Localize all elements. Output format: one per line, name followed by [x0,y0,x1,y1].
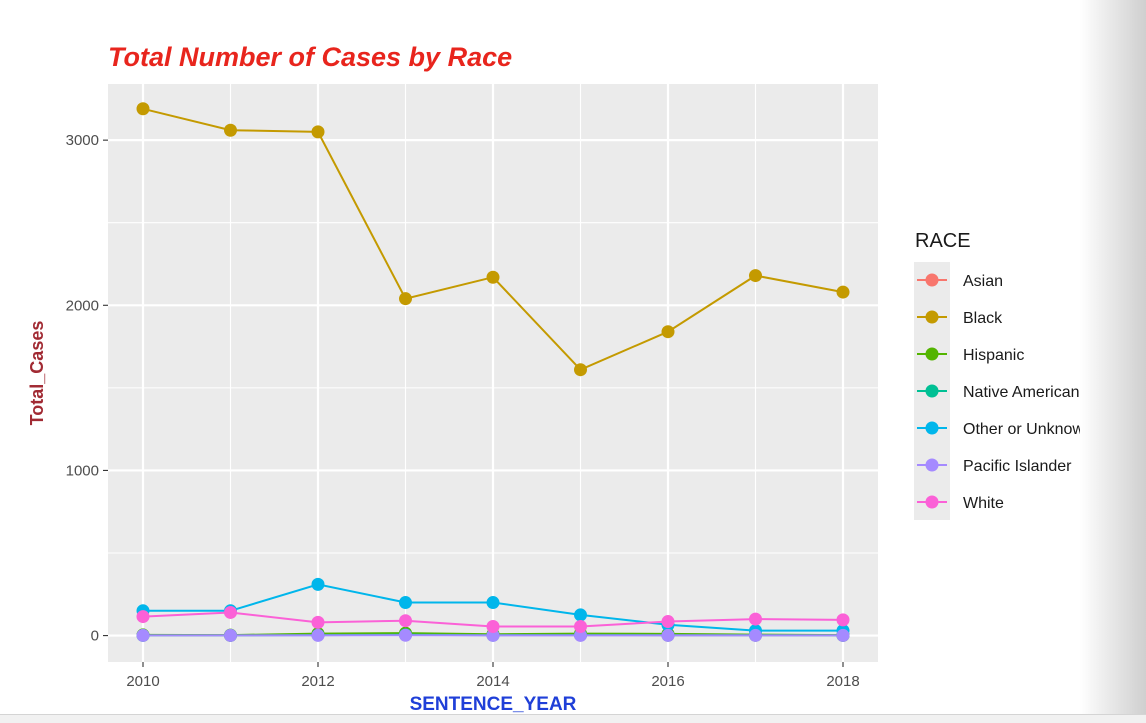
x-tick-label: 2012 [301,673,334,690]
data-point-pacific-islander [137,629,150,642]
y-axis-title: Total_Cases [27,321,47,426]
data-point-black [312,125,325,138]
chart-title: Total Number of Cases by Race [108,42,512,72]
legend-key-point [926,348,939,361]
legend-label-asian: Asian [963,273,1003,290]
x-tick-label: 2010 [126,673,159,690]
y-tick-label: 0 [91,628,99,645]
data-point-white [574,620,587,633]
data-point-pacific-islander [662,629,675,642]
data-point-black [487,271,500,284]
x-tick-label: 2014 [476,673,509,690]
legend-label-black: Black [963,310,1003,327]
data-point-white [224,606,237,619]
data-point-black [224,124,237,137]
data-point-pacific-islander [749,629,762,642]
legend-key-point [926,422,939,435]
x-axis-title: SENTENCE_YEAR [410,694,577,715]
data-point-pacific-islander [224,629,237,642]
data-point-black [662,325,675,338]
data-point-other-or-unknown [574,608,587,621]
data-point-other-or-unknown [312,578,325,591]
data-point-pacific-islander [399,629,412,642]
legend-key-point [926,459,939,472]
window-edge-shadow [1080,0,1146,722]
legend-label-white: White [963,495,1004,512]
data-point-pacific-islander [837,629,850,642]
data-point-white [662,615,675,628]
legend-label-other-or-unknown: Other or Unknown [963,421,1093,438]
data-point-white [312,616,325,629]
data-point-pacific-islander [312,629,325,642]
y-tick-label: 2000 [66,297,99,314]
legend-key-point [926,385,939,398]
data-point-other-or-unknown [487,596,500,609]
legend-key-point [926,496,939,509]
legend-key-point [926,274,939,287]
legend: RACE Asian Black Hispanic Native American Ot… [914,230,1093,520]
data-point-black [137,102,150,115]
legend-label-pacific-islander: Pacific Islander [963,458,1072,475]
legend-label-hispanic: Hispanic [963,347,1024,364]
data-point-black [837,286,850,299]
x-tick-label: 2018 [826,673,859,690]
y-tick-label: 3000 [66,132,99,149]
legend-label-native-american: Native American [963,384,1080,401]
data-point-white [399,614,412,627]
y-tick-label: 1000 [66,462,99,479]
data-point-other-or-unknown [399,596,412,609]
legend-title: RACE [915,230,971,252]
data-point-black [749,269,762,282]
data-point-white [837,613,850,626]
data-point-black [574,363,587,376]
x-tick-label: 2016 [651,673,684,690]
data-point-black [399,292,412,305]
data-point-white [749,613,762,626]
legend-key-point [926,311,939,324]
data-point-white [487,620,500,633]
data-point-white [137,610,150,623]
